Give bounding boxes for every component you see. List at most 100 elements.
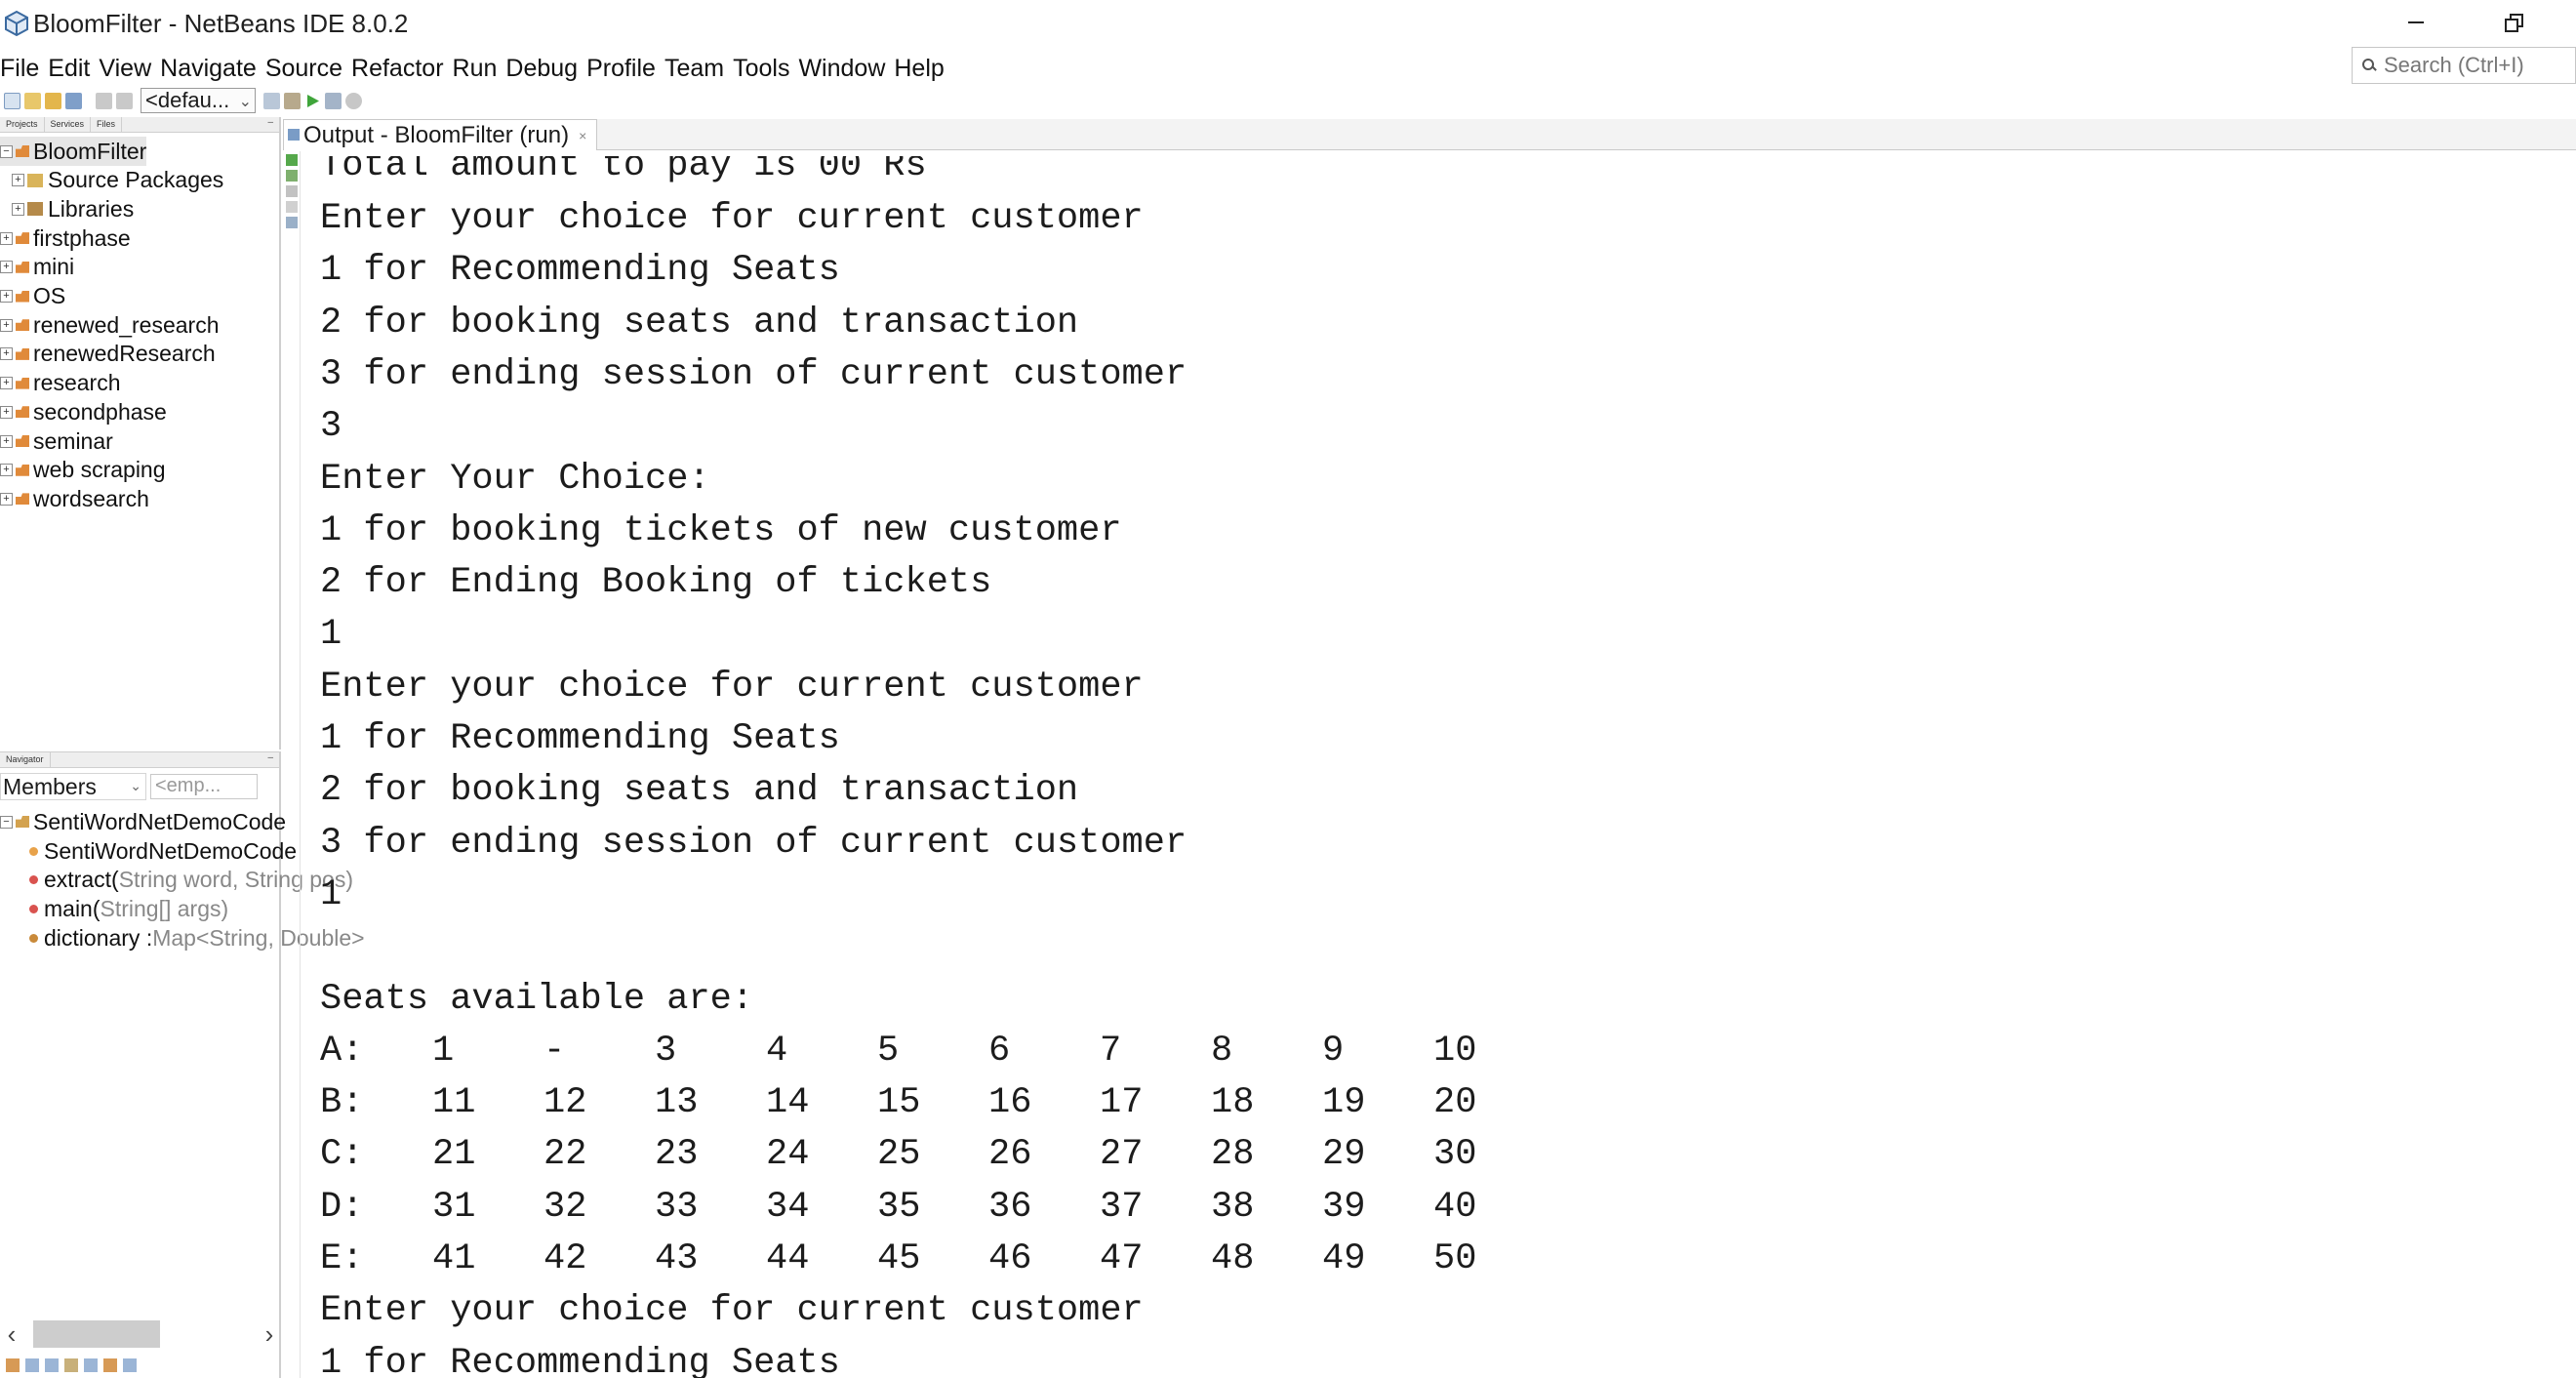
output-settings-icon[interactable]: [286, 217, 298, 228]
tab-files[interactable]: Files: [91, 117, 123, 132]
menu-edit[interactable]: Edit: [48, 54, 91, 82]
menu-profile[interactable]: Profile: [586, 54, 656, 82]
expand-icon[interactable]: +: [0, 464, 13, 477]
output-tab-label: Output - BloomFilter (run): [303, 121, 570, 148]
stop-icon[interactable]: [286, 185, 298, 197]
filter-icon[interactable]: [6, 1358, 20, 1372]
expand-icon[interactable]: +: [12, 174, 24, 187]
expand-icon[interactable]: +: [0, 377, 13, 390]
new-project-icon[interactable]: [24, 92, 41, 109]
debug-icon[interactable]: [325, 92, 342, 109]
navigator-horizontal-scrollbar[interactable]: ‹ ›: [0, 1317, 281, 1352]
minimize-panel-icon[interactable]: –: [267, 752, 273, 763]
new-file-icon[interactable]: [4, 92, 20, 109]
expand-icon[interactable]: +: [0, 261, 13, 274]
navigator-member[interactable]: SentiWordNetDemoCode: [29, 836, 297, 866]
menu-source[interactable]: Source: [264, 54, 343, 82]
sort-by-name-icon[interactable]: [103, 1358, 117, 1372]
navigator-member[interactable]: extract(String word, String pos): [29, 866, 353, 895]
project-tree-item[interactable]: + web scraping: [0, 456, 166, 485]
show-inherited-icon[interactable]: [84, 1358, 98, 1372]
project-tree-label: Source Packages: [48, 167, 224, 193]
project-tree-item[interactable]: + mini: [0, 253, 74, 282]
undo-icon[interactable]: [96, 92, 112, 109]
navigator-class-row[interactable]: − SentiWordNetDemoCode: [0, 807, 286, 836]
project-icon: [16, 290, 29, 303]
navigator-member[interactable]: main(String[] args): [29, 894, 228, 923]
configuration-select[interactable]: <defau... ⌄: [141, 88, 256, 113]
profile-icon[interactable]: [345, 92, 362, 109]
expand-icon[interactable]: +: [0, 405, 13, 419]
redo-icon[interactable]: [116, 92, 133, 109]
expand-icon[interactable]: +: [0, 231, 13, 245]
minimize-panel-icon[interactable]: –: [267, 117, 273, 128]
expand-icon[interactable]: +: [0, 434, 13, 448]
navigator-member[interactable]: dictionary : Map<String, Double>: [29, 923, 365, 952]
clean-build-icon[interactable]: [284, 92, 301, 109]
project-tree-item[interactable]: + research: [0, 369, 120, 398]
show-static-icon[interactable]: [45, 1358, 59, 1372]
member-type: String[] args): [100, 895, 229, 921]
menu-navigate[interactable]: Navigate: [160, 54, 257, 82]
seat-cell: 20: [1433, 1082, 1477, 1124]
scroll-left-icon[interactable]: ‹: [7, 1318, 17, 1349]
console-line: 1 for Recommending Seats: [320, 718, 840, 759]
scroll-right-icon[interactable]: ›: [264, 1318, 274, 1349]
expand-icon[interactable]: +: [12, 202, 24, 216]
seat-cell: 36: [988, 1186, 1032, 1228]
open-project-icon[interactable]: [45, 92, 61, 109]
menu-run[interactable]: Run: [452, 54, 498, 82]
sort-by-source-icon[interactable]: [123, 1358, 137, 1372]
tab-navigator[interactable]: Navigator: [0, 752, 51, 767]
restore-button[interactable]: [2469, 0, 2556, 49]
project-tree-item[interactable]: + renewed_research: [0, 310, 220, 340]
menu-refactor[interactable]: Refactor: [351, 54, 444, 82]
close-icon[interactable]: ×: [579, 127, 587, 143]
collapse-icon[interactable]: −: [0, 144, 13, 158]
collapse-icon[interactable]: −: [0, 815, 13, 829]
tab-projects[interactable]: Projects: [0, 117, 45, 132]
seat-cell: 49: [1322, 1237, 1366, 1279]
menu-help[interactable]: Help: [894, 54, 945, 82]
members-filter-input[interactable]: <emp...: [150, 774, 258, 799]
project-tree-item[interactable]: + Libraries: [12, 194, 134, 223]
rerun-with-params-icon[interactable]: [286, 170, 298, 182]
expand-icon[interactable]: +: [0, 290, 13, 303]
quick-search-input[interactable]: Search (Ctrl+I): [2352, 47, 2576, 84]
menu-tools[interactable]: Tools: [733, 54, 790, 82]
expand-icon[interactable]: +: [0, 347, 13, 361]
project-tree-item[interactable]: − BloomFilter: [0, 137, 147, 166]
menu-view[interactable]: View: [99, 54, 152, 82]
expand-icon[interactable]: +: [0, 492, 13, 506]
show-non-public-icon[interactable]: [64, 1358, 78, 1372]
show-fields-icon[interactable]: [25, 1358, 39, 1372]
minimize-button[interactable]: [2371, 0, 2459, 49]
seat-row-label: B:: [320, 1082, 364, 1124]
scrollbar-thumb[interactable]: [33, 1320, 160, 1348]
clear-output-icon[interactable]: [286, 201, 298, 213]
menu-window[interactable]: Window: [798, 54, 886, 82]
output-console[interactable]: Total amount to pay is 00 Rs Enter your …: [302, 137, 2576, 1378]
project-tree-item[interactable]: + Source Packages: [12, 166, 223, 195]
project-tree-item[interactable]: + renewedResearch: [0, 340, 216, 369]
build-icon[interactable]: [263, 92, 280, 109]
project-tree-item[interactable]: + OS: [0, 282, 65, 311]
expand-icon[interactable]: +: [0, 318, 13, 332]
project-tree-item[interactable]: + secondphase: [0, 397, 167, 426]
tab-services[interactable]: Services: [45, 117, 92, 132]
menu-debug[interactable]: Debug: [505, 54, 579, 82]
menu-file[interactable]: File: [0, 54, 40, 82]
rerun-icon[interactable]: [286, 154, 298, 166]
project-tree-label: secondphase: [33, 398, 167, 425]
project-tree-item[interactable]: + seminar: [0, 426, 113, 456]
project-tree-item[interactable]: + firstphase: [0, 223, 131, 253]
save-all-icon[interactable]: [65, 92, 82, 109]
project-tree-item[interactable]: + wordsearch: [0, 484, 149, 513]
project-icon: [16, 232, 29, 245]
run-icon[interactable]: [304, 93, 321, 109]
project-tree-label: seminar: [33, 427, 113, 454]
tab-output-bloomfilter-run[interactable]: Output - BloomFilter (run) ×: [283, 119, 598, 150]
seat-row-label: D:: [320, 1186, 364, 1228]
members-select[interactable]: Members ⌄: [0, 773, 146, 800]
menu-team[interactable]: Team: [664, 54, 725, 82]
